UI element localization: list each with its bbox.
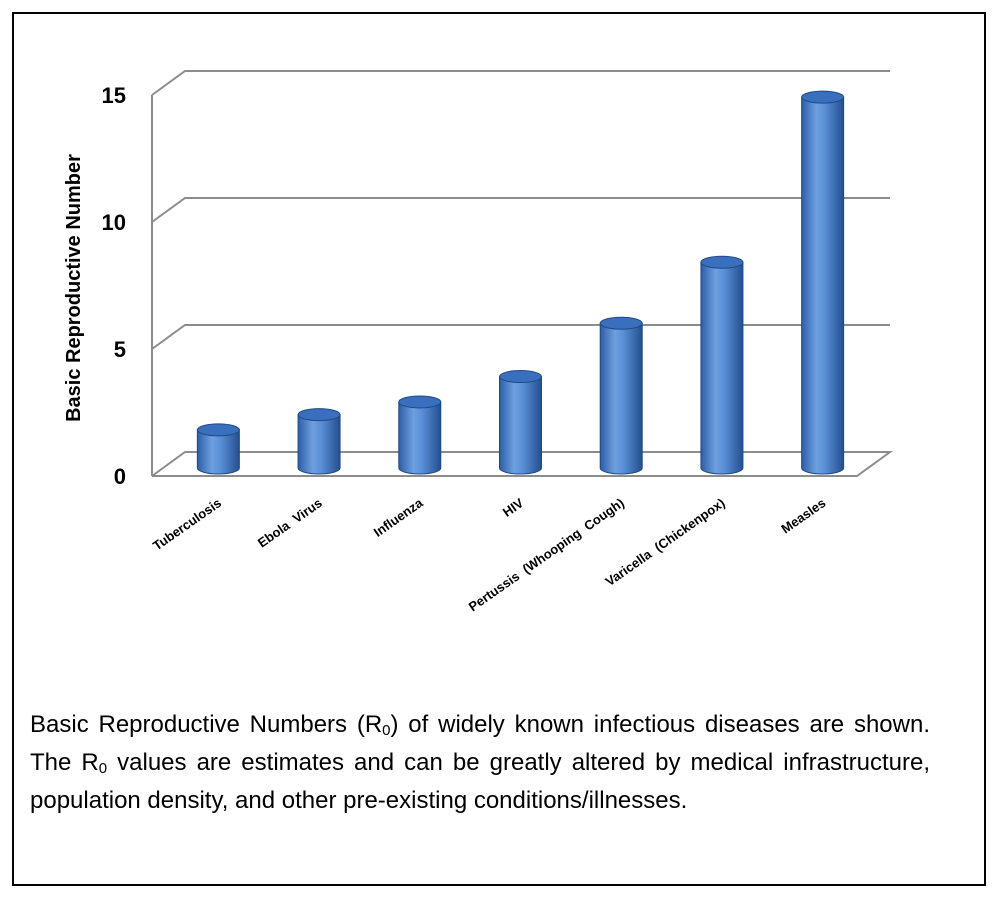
bar-top bbox=[499, 370, 542, 384]
bar-top bbox=[398, 395, 442, 409]
bar bbox=[297, 408, 341, 475]
caption-subscript-2: 0 bbox=[98, 760, 108, 777]
figure-caption: Basic Reproductive Numbers (R0) of widel… bbox=[30, 706, 930, 820]
y-axis-title: Basic Reproductive Number bbox=[63, 154, 85, 422]
x-category-label: Measles bbox=[778, 495, 828, 536]
bar-body bbox=[599, 322, 643, 475]
bar-body bbox=[801, 96, 845, 475]
caption-text-1: Basic Reproductive Numbers (R bbox=[30, 711, 383, 738]
bar-body bbox=[297, 414, 341, 475]
bar-chart: 0 5 10 15 Tuberculosis Ebola Virus Influenza HI… bbox=[63, 70, 894, 614]
x-category-label: Ebola Virus bbox=[255, 495, 325, 550]
bar-body bbox=[700, 261, 744, 475]
bar-top bbox=[801, 90, 845, 104]
y-tick-label: 10 bbox=[102, 210, 126, 235]
gridline bbox=[151, 197, 890, 223]
gridline bbox=[151, 324, 890, 350]
caption-text-3: values are estimates and can be greatly … bbox=[30, 749, 931, 814]
bar bbox=[801, 90, 845, 475]
bar bbox=[700, 255, 744, 475]
bar-body bbox=[196, 429, 240, 475]
gridline bbox=[151, 70, 890, 96]
bar bbox=[499, 370, 542, 475]
y-tick-label: 15 bbox=[102, 83, 126, 108]
y-tick-label: 5 bbox=[114, 337, 126, 362]
caption-text-2: ) of widely known infectious diseases ar… bbox=[30, 711, 930, 776]
bar bbox=[398, 395, 442, 475]
bar bbox=[599, 316, 643, 475]
x-category-label: Tuberculosis bbox=[150, 495, 224, 553]
bar-top bbox=[599, 316, 643, 330]
x-category-label: Influenza bbox=[371, 495, 426, 540]
bar-top bbox=[700, 255, 744, 269]
bar-top bbox=[196, 423, 240, 437]
y-tick-label: 0 bbox=[114, 464, 126, 489]
x-category-label: Pertussis (Whooping Cough) bbox=[466, 495, 627, 614]
floor-outline bbox=[151, 451, 894, 477]
bar-body bbox=[499, 376, 542, 475]
caption-subscript-1: 0 bbox=[382, 722, 391, 739]
bar-top bbox=[297, 408, 341, 422]
x-category-label: HIV bbox=[500, 495, 527, 520]
bar bbox=[196, 423, 240, 475]
bar-body bbox=[398, 401, 442, 475]
